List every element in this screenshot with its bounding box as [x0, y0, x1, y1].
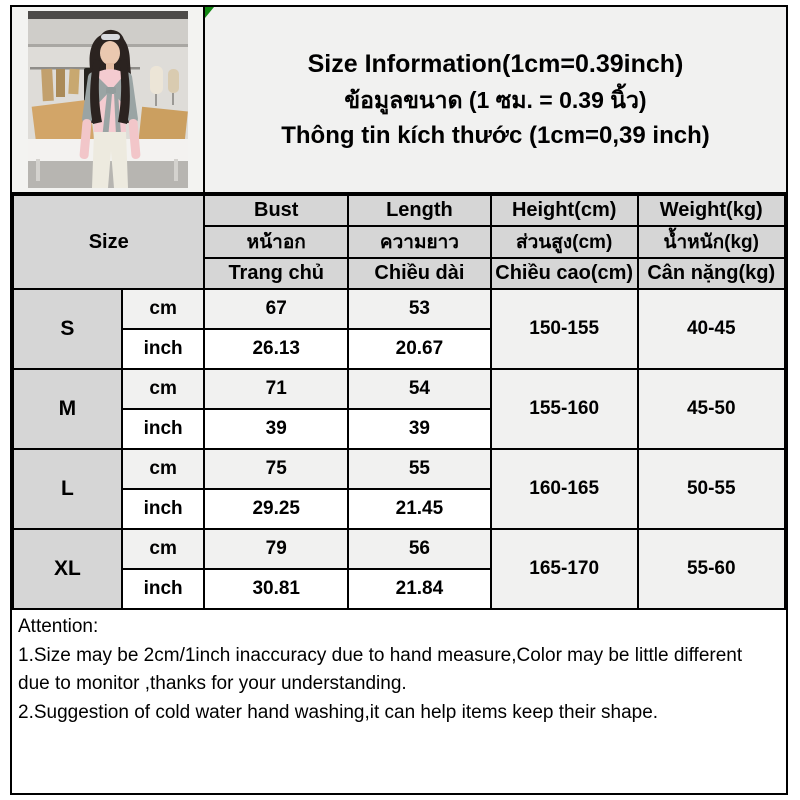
xl-weight: 55-60 [636, 528, 786, 610]
size-chart-table: Size Bust Length Height(cm) Weight(kg) ห… [11, 194, 786, 610]
col-header-height-th: ส่วนสูง(cm) [489, 225, 639, 259]
xl-length-inch: 21.84 [347, 568, 492, 610]
attention-heading: Attention: [18, 616, 99, 637]
l-length-inch: 21.45 [347, 488, 492, 530]
l-bust-cm: 75 [203, 448, 350, 490]
table-row: XL cm 79 56 165-170 55-60 [12, 528, 786, 610]
title-vietnamese: Thông tin kích thước (1cm=0,39 inch) [281, 121, 710, 149]
title-english: Size Information(1cm=0.39inch) [307, 49, 684, 78]
col-header-bust-th: หน้าอก [203, 225, 350, 259]
m-bust-cm: 71 [203, 368, 350, 410]
col-header-weight-th: น้ำหนัก(kg) [636, 225, 786, 259]
size-xl-label: XL [12, 528, 123, 610]
s-weight: 40-45 [636, 288, 786, 370]
s-length-cm: 53 [347, 288, 492, 330]
col-header-bust-en: Bust [203, 194, 350, 227]
table-row: S cm 67 53 150-155 40-45 [12, 288, 786, 370]
unit-inch-label: inch [120, 408, 206, 450]
header-section: Size Information(1cm=0.39inch) ข้อมูลขนา… [12, 7, 786, 194]
s-bust-inch: 26.13 [203, 328, 350, 370]
m-bust-inch: 39 [203, 408, 350, 450]
table-row: inch 30.81 21.84 [13, 568, 785, 610]
attention-line-2: 2.Suggestion of cold water hand washing,… [18, 701, 659, 723]
xl-bust-cm: 79 [203, 528, 350, 570]
xl-bust-inch: 30.81 [203, 568, 350, 610]
unit-cm-label: cm [120, 368, 206, 410]
unit-inch-label: inch [120, 568, 206, 610]
table-row: inch 29.25 21.45 [13, 488, 785, 530]
unit-cm-label: cm [120, 448, 206, 490]
l-weight: 50-55 [636, 448, 786, 530]
unit-inch-label: inch [120, 488, 206, 530]
header-row-vi: Trang chủ Chiều dài Chiều cao(cm) Cân nặ… [13, 257, 786, 290]
col-header-length-en: Length [347, 194, 492, 227]
table-row: inch 26.13 20.67 [13, 328, 785, 370]
model-photo [27, 11, 188, 188]
col-header-height-en: Height(cm) [489, 194, 639, 227]
attention-line-1: 1.Size may be 2cm/1inch inaccuracy due t… [18, 644, 743, 695]
col-header-weight-en: Weight(kg) [636, 194, 786, 227]
unit-inch-label: inch [120, 328, 206, 370]
s-bust-cm: 67 [203, 288, 350, 330]
col-header-weight-vi: Cân nặng(kg) [636, 257, 786, 290]
product-photo-cell [12, 7, 205, 192]
table-row: L cm 75 55 160-165 50-55 [12, 448, 786, 530]
col-header-length-th: ความยาว [347, 225, 492, 259]
size-s-label: S [12, 288, 123, 370]
size-m-label: M [12, 368, 123, 450]
xl-length-cm: 56 [347, 528, 492, 570]
title-thai: ข้อมูลขนาด (1 ซม. = 0.39 นิ้ว) [344, 87, 647, 113]
l-length-cm: 55 [347, 448, 492, 490]
table-row: M cm 71 54 155-160 45-50 [12, 368, 786, 450]
header-row-th: หน้าอก ความยาว ส่วนสูง(cm) น้ำหนัก(kg) [13, 225, 786, 259]
size-column-header: Size [11, 194, 206, 290]
l-height: 160-165 [489, 448, 639, 530]
header-row-en: Size Bust Length Height(cm) Weight(kg) [11, 194, 786, 290]
m-weight: 45-50 [636, 368, 786, 450]
col-header-length-vi: Chiều dài [347, 257, 492, 290]
table-row: inch 39 39 [13, 408, 785, 450]
unit-cm-label: cm [120, 288, 206, 330]
col-header-height-vi: Chiều cao(cm) [489, 257, 639, 290]
m-length-cm: 54 [347, 368, 492, 410]
title-block: Size Information(1cm=0.39inch) ข้อมูลขนา… [205, 7, 786, 192]
size-info-sheet: Size Information(1cm=0.39inch) ข้อมูลขนา… [10, 5, 788, 795]
s-length-inch: 20.67 [347, 328, 492, 370]
col-header-bust-vi: Trang chủ [203, 257, 350, 290]
m-height: 155-160 [489, 368, 639, 450]
unit-cm-label: cm [120, 528, 206, 570]
m-length-inch: 39 [347, 408, 492, 450]
attention-notes: Attention: 1.Size may be 2cm/1inch inacc… [12, 610, 786, 793]
green-corner-marker [205, 7, 214, 18]
size-l-label: L [12, 448, 123, 530]
xl-height: 165-170 [489, 528, 639, 610]
s-height: 150-155 [489, 288, 639, 370]
l-bust-inch: 29.25 [203, 488, 350, 530]
